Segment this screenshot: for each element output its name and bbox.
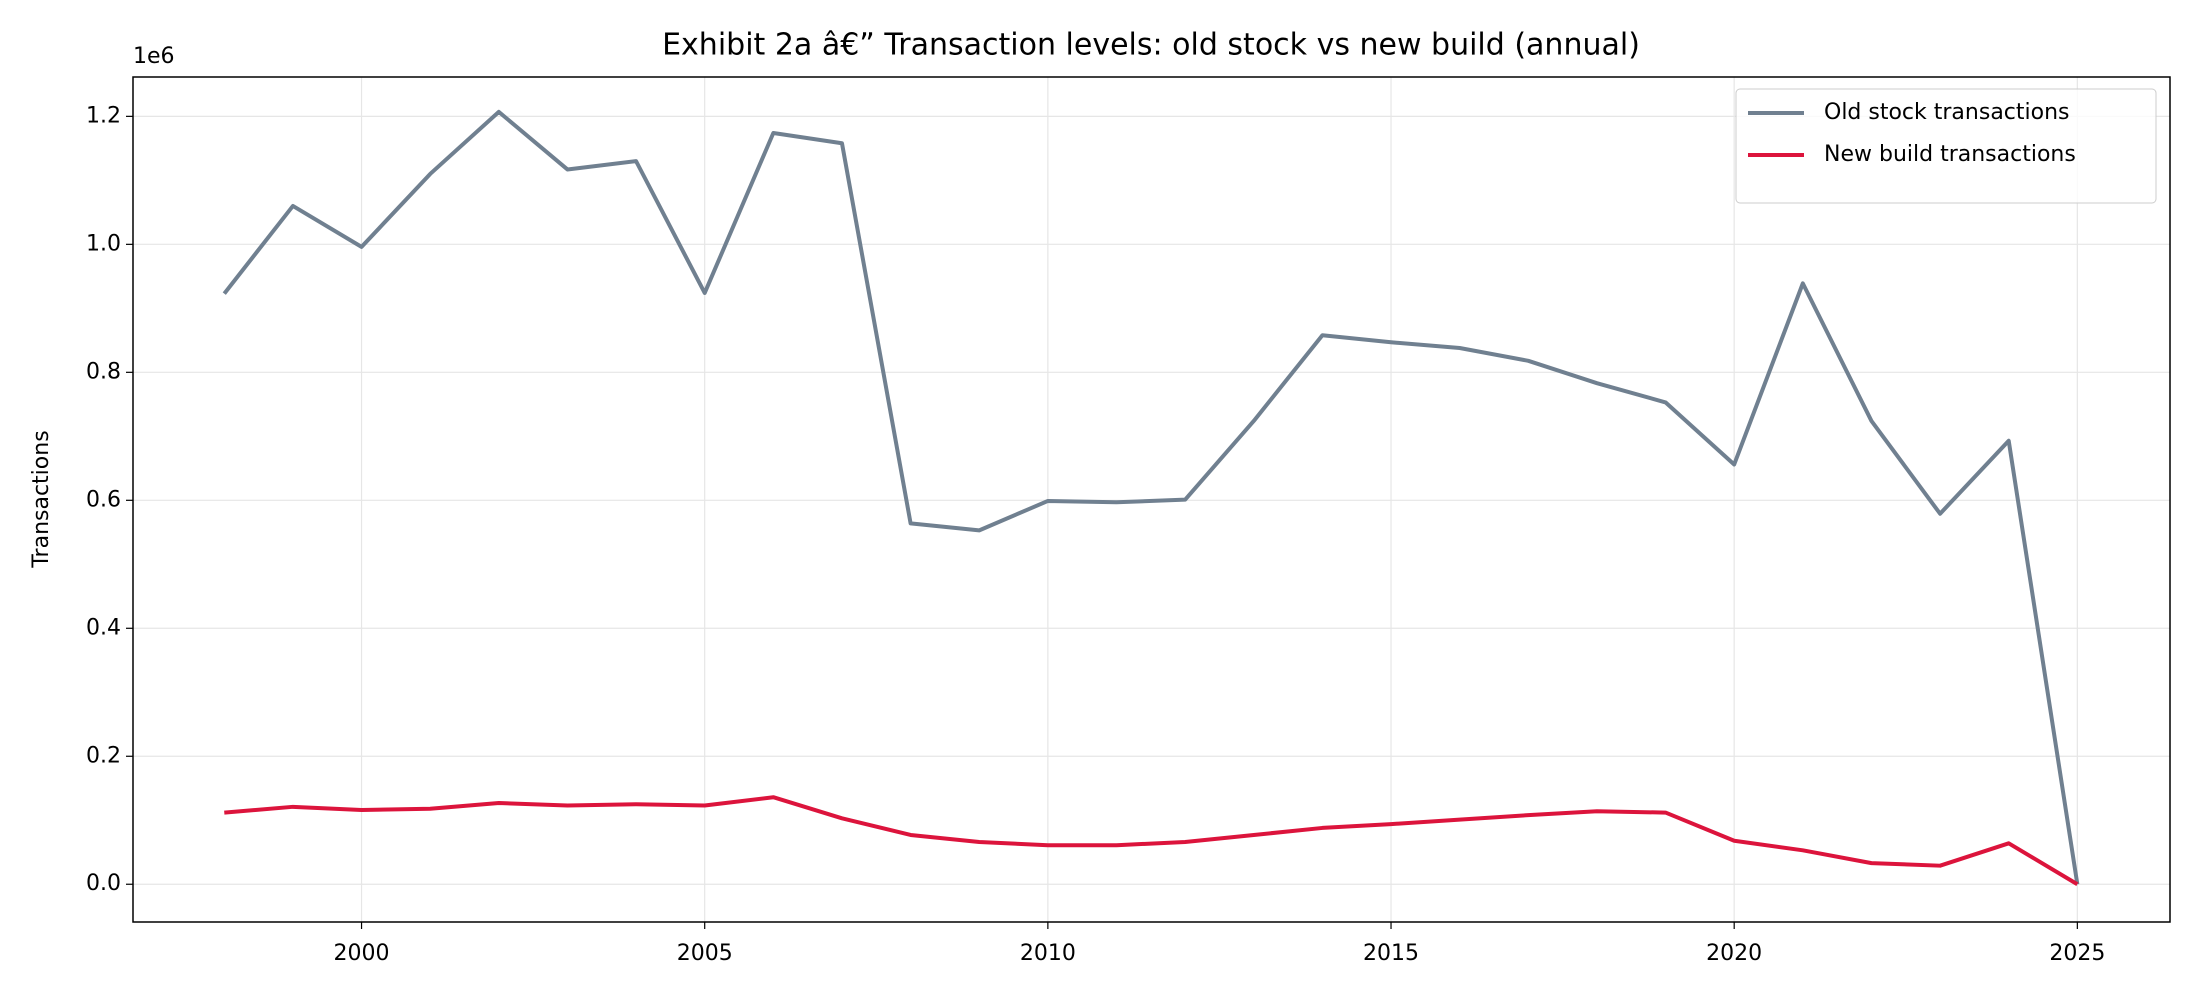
y-tick-label: 0.4: [86, 615, 121, 640]
legend-box: [1735, 88, 2157, 204]
plot-frame: [132, 76, 2171, 923]
series-line: [224, 795, 2079, 886]
y-tick-label: 0.6: [86, 487, 121, 512]
x-tick-label: 2010: [1020, 941, 1076, 966]
y-tick-label: 1.0: [86, 231, 121, 256]
y-tick-label: 0.2: [86, 743, 121, 768]
legend-label: Old stock transactions: [1824, 100, 2070, 125]
x-tick-label: 2015: [1363, 941, 1419, 966]
y-axis-label: Transactions: [29, 430, 54, 568]
legend-label: New build transactions: [1824, 142, 2076, 167]
x-tick-label: 2005: [677, 941, 733, 966]
y-tick-label: 0.8: [86, 359, 121, 384]
series-line: [222, 109, 2080, 885]
chart-title: Exhibit 2a â€” Transaction levels: old s…: [662, 28, 1640, 63]
x-tick-label: 2025: [2049, 941, 2105, 966]
y-tick-label: 1.2: [86, 103, 121, 128]
x-tick-label: 2000: [334, 941, 390, 966]
y-offset-label: 1e6: [133, 44, 175, 69]
x-tick-label: 2020: [1706, 941, 1762, 966]
y-tick-label: 0.0: [86, 871, 121, 896]
